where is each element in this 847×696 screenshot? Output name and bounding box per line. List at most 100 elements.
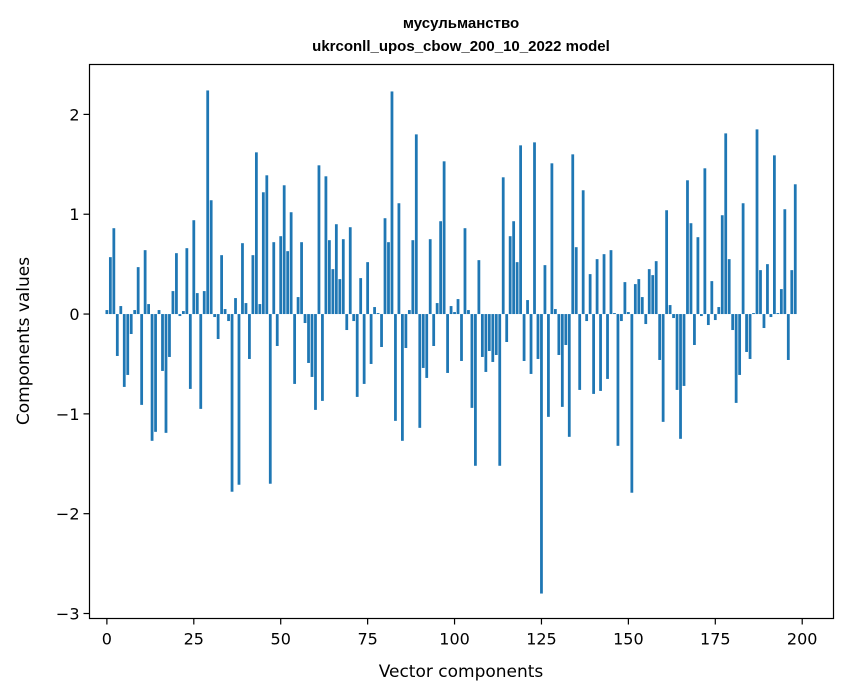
- bar-component-21: [178, 314, 182, 317]
- bar-component-109: [484, 314, 488, 372]
- bar-component-186: [752, 313, 755, 315]
- bar-component-72: [355, 314, 359, 397]
- bar-component-101: [456, 299, 460, 315]
- bar-component-25: [192, 220, 196, 315]
- y-tick-label--3: −3: [56, 605, 80, 624]
- bar-component-134: [571, 154, 575, 315]
- bar-component-123: [533, 142, 536, 315]
- bar-component-78: [376, 313, 380, 315]
- bar-component-33: [220, 255, 223, 315]
- bar-component-64: [328, 240, 331, 315]
- plot-area-frame: [88, 63, 835, 620]
- bar-component-102: [460, 314, 463, 361]
- bar-component-70: [348, 227, 352, 315]
- bar-component-129: [553, 309, 557, 315]
- bar-component-14: [154, 314, 157, 432]
- bar-component-15: [157, 310, 161, 315]
- bar-component-147: [616, 314, 620, 446]
- bar-component-81: [387, 242, 390, 315]
- bar-component-192: [773, 155, 776, 315]
- bar-component-54: [293, 314, 297, 384]
- bar-component-175: [713, 314, 717, 321]
- bar-component-82: [390, 91, 394, 315]
- bar-component-68: [341, 239, 345, 315]
- bar-component-63: [324, 176, 328, 315]
- bar-component-150: [626, 312, 630, 315]
- bar-component-84: [397, 203, 401, 315]
- bar-component-140: [592, 314, 595, 394]
- x-tick-label-25: 25: [184, 630, 204, 649]
- bar-component-39: [241, 243, 244, 315]
- bar-component-110: [487, 314, 491, 351]
- x-tick-label-175: 175: [700, 630, 731, 649]
- bar-component-67: [338, 279, 342, 315]
- bar-component-22: [181, 311, 185, 315]
- bar-component-99: [449, 306, 453, 315]
- bar-component-96: [439, 221, 443, 315]
- bar-component-42: [251, 255, 255, 315]
- bar-component-40: [244, 303, 248, 315]
- bar-component-50: [279, 236, 283, 315]
- bar-component-69: [345, 314, 349, 331]
- bar-component-59: [310, 314, 314, 377]
- bar-component-20: [175, 253, 178, 315]
- bar-component-76: [369, 314, 373, 364]
- bar-component-165: [679, 314, 682, 439]
- bar-component-172: [703, 168, 707, 315]
- bar-component-62: [321, 314, 324, 401]
- bar-component-136: [578, 314, 582, 390]
- bar-component-117: [512, 221, 516, 315]
- bar-component-170: [696, 237, 700, 315]
- bar-component-60: [314, 314, 317, 410]
- bar-component-44: [258, 304, 262, 315]
- bar-component-113: [498, 314, 502, 466]
- bar-component-107: [477, 260, 481, 315]
- bar-component-163: [672, 314, 675, 319]
- bar-component-86: [404, 314, 408, 348]
- bar-component-16: [161, 314, 164, 371]
- bar-component-66: [334, 224, 338, 315]
- bar-component-139: [588, 274, 592, 315]
- bar-component-154: [640, 297, 644, 315]
- bar-component-191: [769, 314, 773, 318]
- bar-component-11: [143, 250, 147, 315]
- bar-component-196: [786, 314, 790, 360]
- x-tick-label-150: 150: [613, 630, 644, 649]
- bar-component-195: [783, 209, 787, 315]
- bar-component-1: [108, 257, 112, 315]
- bar-component-153: [637, 279, 641, 315]
- bar-component-51: [282, 185, 286, 315]
- bar-component-18: [168, 314, 171, 357]
- bar-component-55: [296, 297, 300, 315]
- bar-component-194: [779, 289, 783, 315]
- bar-component-28: [202, 291, 206, 315]
- bar-component-103: [463, 228, 467, 315]
- bar-component-2: [112, 228, 116, 315]
- bar-component-188: [759, 270, 762, 315]
- bar-component-35: [227, 314, 230, 322]
- bar-component-77: [373, 307, 376, 315]
- bar-component-146: [613, 313, 616, 315]
- bar-component-198: [793, 184, 797, 315]
- bar-component-135: [574, 247, 578, 315]
- bar-component-126: [543, 265, 547, 315]
- bar-component-0: [105, 310, 109, 315]
- bar-component-85: [401, 314, 404, 441]
- y-tick-label-1: 1: [69, 205, 79, 224]
- bar-component-57: [303, 314, 307, 324]
- x-tick-label-200: 200: [787, 630, 818, 649]
- bar-component-9: [136, 267, 140, 315]
- bar-component-111: [491, 314, 495, 362]
- bar-component-168: [689, 223, 693, 315]
- bar-component-145: [609, 250, 613, 315]
- bar-component-184: [745, 314, 748, 352]
- bar-component-47: [268, 314, 272, 484]
- bar-component-164: [675, 314, 679, 390]
- bar-component-177: [720, 215, 724, 315]
- bar-component-46: [265, 175, 269, 315]
- bar-component-41: [248, 314, 251, 359]
- bar-component-148: [620, 314, 623, 322]
- bar-component-157: [651, 275, 655, 315]
- bar-component-183: [741, 203, 745, 315]
